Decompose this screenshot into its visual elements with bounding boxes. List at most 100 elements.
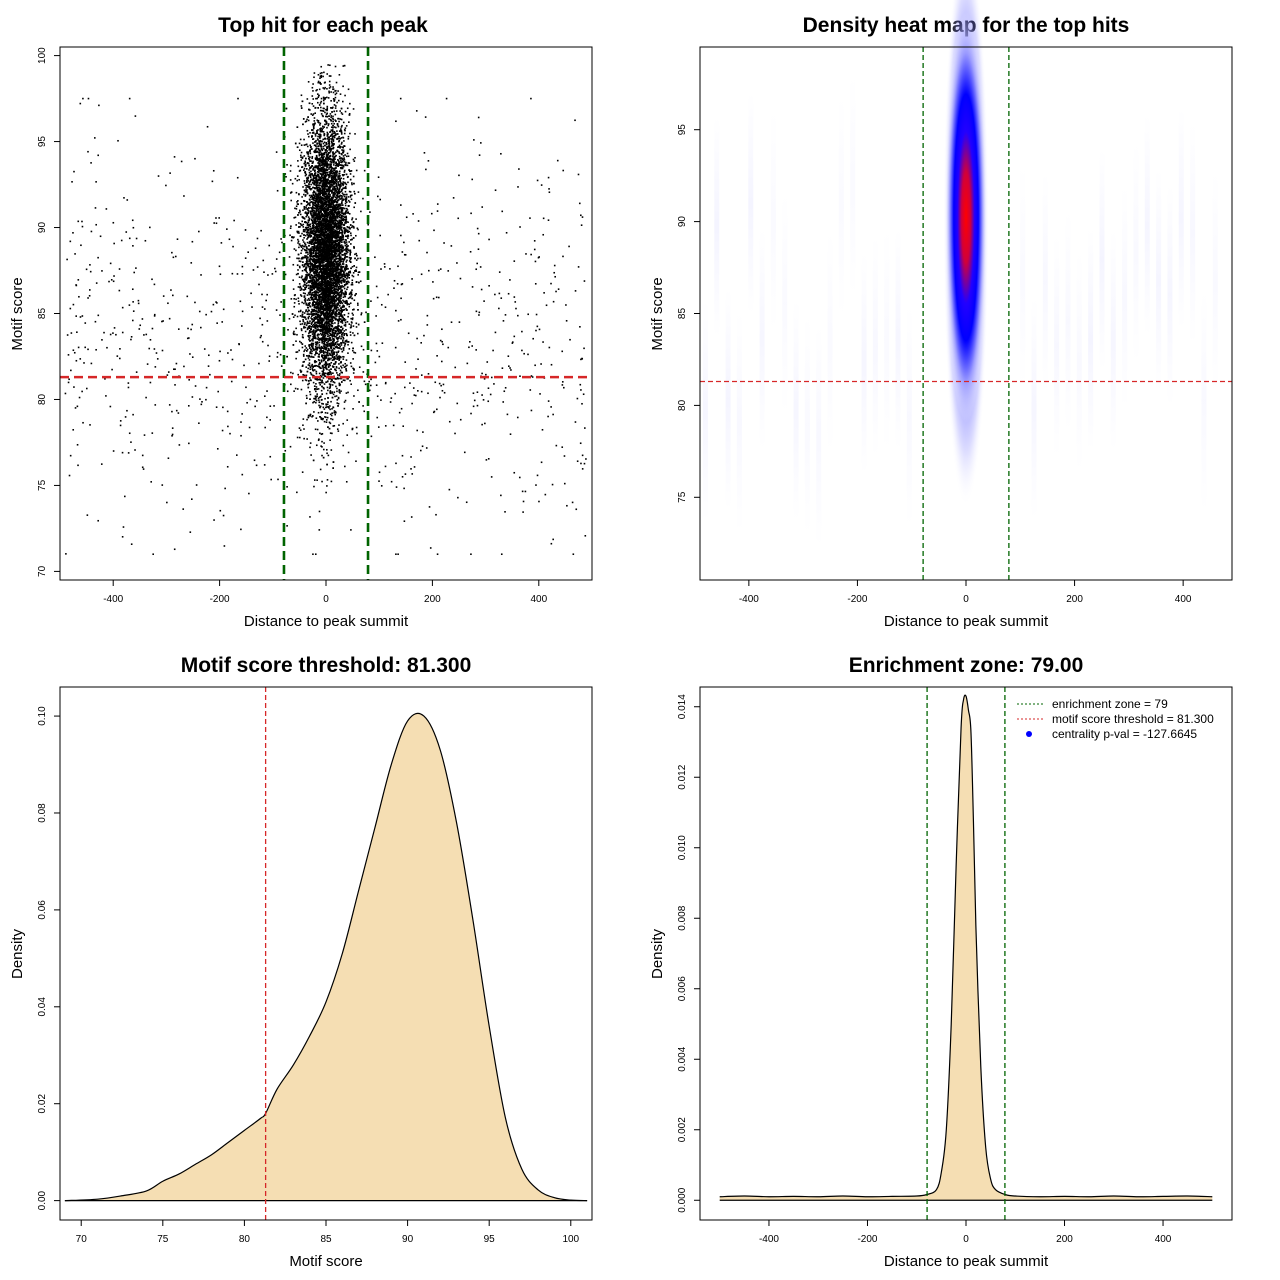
scatter-point — [337, 189, 340, 192]
scatter-point — [339, 277, 341, 280]
scatter-point — [301, 166, 304, 168]
scatter-point — [317, 336, 320, 339]
scatter-point — [321, 183, 324, 186]
scatter-point — [311, 86, 314, 89]
scatter-point — [322, 448, 325, 451]
scatter-point — [349, 191, 352, 193]
scatter-point — [331, 175, 334, 177]
scatter-point — [305, 268, 307, 271]
scatter-point — [331, 107, 334, 109]
scatter-point — [335, 317, 337, 320]
scatter-point — [317, 203, 320, 206]
scatter-point — [337, 90, 339, 92]
scatter-point — [323, 348, 325, 350]
scatter-point — [336, 186, 339, 188]
scatter-point — [317, 200, 319, 203]
scatter-point — [319, 270, 321, 273]
scatter-point — [320, 445, 322, 447]
scatter-point — [343, 157, 345, 159]
scatter-point — [331, 226, 333, 229]
scatter-point — [323, 342, 326, 345]
scatter-point — [316, 379, 319, 381]
scatter-point — [316, 138, 319, 140]
scatter-point — [338, 184, 341, 186]
scatter-point — [307, 209, 309, 211]
scatter-point — [299, 223, 302, 225]
scatter-point — [311, 330, 313, 333]
scatter-point — [346, 152, 349, 155]
scatter-point — [310, 235, 313, 238]
scatter-point — [322, 343, 325, 345]
scatter-point — [332, 171, 335, 174]
scatter-point — [315, 89, 317, 92]
scatter-point — [320, 213, 323, 215]
scatter-point — [309, 305, 311, 307]
scatter-point — [329, 269, 332, 272]
scatter-point — [337, 377, 340, 380]
scatter-point — [333, 424, 336, 427]
scatter-point — [330, 183, 333, 186]
scatter-point — [323, 190, 325, 193]
scatter-point — [349, 334, 352, 336]
scatter-point — [344, 242, 346, 245]
scatter-point — [322, 368, 325, 371]
scatter-point — [303, 280, 306, 283]
scatter-point — [344, 185, 347, 188]
scatter-point — [353, 395, 355, 397]
scatter-point — [311, 136, 313, 138]
scatter-point — [331, 356, 334, 358]
scatter-point — [323, 239, 326, 241]
scatter-point — [347, 181, 349, 184]
scatter-point — [305, 255, 308, 257]
scatter-point — [322, 289, 325, 292]
scatter-point — [331, 258, 333, 260]
scatter-point — [303, 265, 306, 267]
scatter-point — [348, 348, 351, 350]
scatter-point — [324, 253, 327, 255]
scatter-point — [310, 295, 313, 297]
scatter-point — [313, 213, 316, 216]
scatter-point — [305, 366, 307, 368]
scatter-point — [306, 238, 308, 240]
scatter-point — [345, 256, 348, 258]
scatter-point — [331, 269, 334, 272]
scatter-point — [313, 166, 315, 169]
scatter-point — [340, 365, 342, 368]
scatter-point — [338, 199, 340, 201]
scatter-point — [331, 379, 333, 382]
scatter-point — [329, 154, 332, 157]
scatter-point — [334, 266, 336, 268]
scatter-point — [333, 410, 336, 412]
scatter-point — [325, 339, 327, 341]
scatter-point — [331, 407, 333, 410]
scatter-point — [322, 99, 325, 102]
scatter-point — [345, 125, 348, 127]
scatter-point — [325, 195, 328, 198]
scatter-point — [336, 387, 338, 390]
scatter-point — [334, 221, 337, 224]
scatter-point — [355, 460, 357, 463]
scatter-point — [319, 198, 322, 200]
scatter-point — [316, 93, 319, 95]
scatter-point — [342, 336, 345, 339]
scatter-point — [311, 217, 314, 219]
scatter-point — [321, 206, 323, 208]
scatter-point — [324, 416, 326, 418]
scatter-point — [320, 216, 323, 219]
scatter-point — [328, 326, 331, 329]
scatter-point — [327, 358, 330, 361]
scatter-point — [327, 159, 330, 162]
scatter-point — [316, 393, 318, 395]
scatter-point — [315, 208, 318, 211]
scatter-point — [308, 322, 311, 324]
scatter-point — [312, 319, 314, 321]
scatter-point — [329, 64, 331, 67]
scatter-point — [332, 115, 334, 118]
scatter-point — [341, 314, 343, 317]
scatter-point — [318, 333, 320, 336]
scatter-point — [314, 187, 316, 190]
scatter-point — [314, 165, 317, 167]
scatter-point — [318, 254, 320, 256]
scatter-point — [305, 260, 308, 263]
scatter-point — [323, 287, 325, 289]
